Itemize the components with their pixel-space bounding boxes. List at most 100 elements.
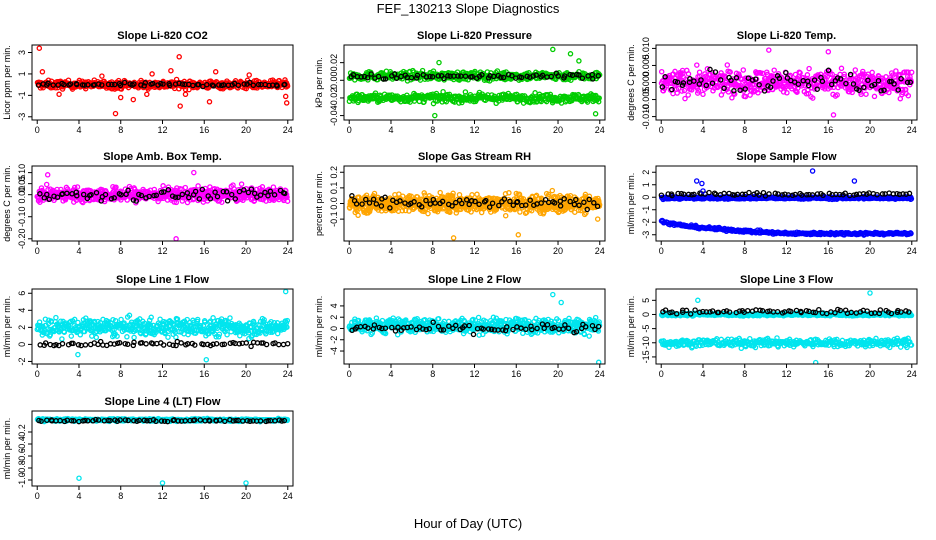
data-point [822, 86, 828, 92]
data-point [685, 191, 692, 198]
data-point [117, 94, 124, 101]
y-tick-label: 0.02 [329, 54, 339, 72]
data-point [220, 188, 227, 195]
x-tick-label: 16 [511, 125, 521, 135]
x-tick-label: 4 [700, 246, 705, 256]
data-point [669, 192, 675, 199]
data-point [284, 198, 291, 204]
data-point [742, 86, 748, 92]
data-point [418, 204, 425, 210]
data-point [895, 87, 901, 93]
data-point [93, 189, 100, 196]
data-point [481, 199, 488, 205]
x-tick-label: 24 [283, 125, 293, 135]
data-point [898, 75, 904, 82]
data-point [144, 91, 150, 98]
data-point [281, 81, 288, 88]
data-point [271, 192, 278, 198]
data-point [382, 76, 389, 82]
data-point [64, 190, 70, 197]
points-layer [658, 168, 915, 238]
x-tick-label: 0 [659, 125, 664, 135]
data-point [459, 200, 465, 207]
data-point [886, 89, 892, 96]
points-layer [346, 187, 603, 241]
y-tick-label: 0.0 [329, 197, 339, 210]
y-tick-label: 1 [17, 71, 27, 76]
data-point [770, 78, 776, 84]
x-tick-label: 16 [511, 246, 521, 256]
data-point [142, 80, 149, 86]
data-point [179, 198, 186, 204]
data-point [733, 75, 740, 81]
data-point [432, 112, 438, 119]
data-point [729, 95, 735, 101]
data-point [241, 81, 247, 87]
data-point [463, 197, 470, 203]
data-point [191, 169, 197, 176]
data-point [246, 72, 252, 78]
data-point [466, 201, 472, 208]
data-point [117, 82, 124, 89]
data-point [724, 62, 731, 68]
data-point [672, 68, 678, 75]
plot-frame [343, 44, 606, 121]
data-point [427, 73, 433, 80]
data-point [102, 191, 109, 198]
data-point [752, 76, 759, 82]
y-axis-label: Licor ppm per min. [2, 45, 12, 120]
x-tick-label: 20 [241, 125, 251, 135]
data-point [804, 72, 811, 78]
data-point [860, 191, 867, 197]
data-point [679, 88, 685, 94]
data-point [74, 81, 80, 88]
data-point [382, 194, 388, 201]
data-point [691, 191, 697, 198]
data-point [680, 80, 687, 86]
data-point [509, 72, 515, 79]
data-point [413, 75, 420, 81]
data-point [707, 66, 713, 73]
data-point [380, 76, 387, 82]
x-tick-label: 24 [907, 125, 917, 135]
x-tick-label: 8 [430, 125, 435, 135]
x-tick-label: 24 [283, 246, 293, 256]
y-tick-label: -0.04 [329, 105, 339, 126]
data-point [427, 201, 434, 207]
data-point [248, 186, 255, 192]
data-point [182, 184, 189, 191]
x-tick-label: 8 [742, 125, 747, 135]
data-point [462, 73, 469, 79]
x-tick-label: 4 [76, 246, 81, 256]
data-point [745, 75, 752, 81]
data-point [113, 184, 119, 190]
data-point [449, 203, 455, 209]
data-point [731, 192, 738, 198]
data-point [182, 91, 189, 98]
y-tick-label: -0.20 [17, 229, 27, 250]
data-point [698, 77, 704, 83]
data-point [184, 190, 191, 196]
data-point [810, 95, 816, 101]
data-point [805, 82, 812, 89]
data-point [814, 86, 820, 92]
data-point [165, 334, 171, 340]
data-point [158, 189, 165, 196]
data-point [149, 71, 155, 77]
data-point [212, 189, 218, 195]
data-point [709, 80, 716, 86]
data-point [176, 54, 182, 60]
data-point [186, 86, 192, 93]
x-tick-label: 12 [469, 125, 479, 135]
data-point [908, 196, 915, 202]
data-point [223, 189, 230, 195]
data-point [359, 201, 365, 207]
data-point [439, 198, 446, 205]
data-point [829, 71, 835, 78]
panel-title: Slope Gas Stream RH [418, 151, 531, 163]
data-point [216, 82, 222, 88]
data-point [501, 196, 508, 202]
data-point [567, 51, 574, 57]
data-point [792, 191, 798, 198]
